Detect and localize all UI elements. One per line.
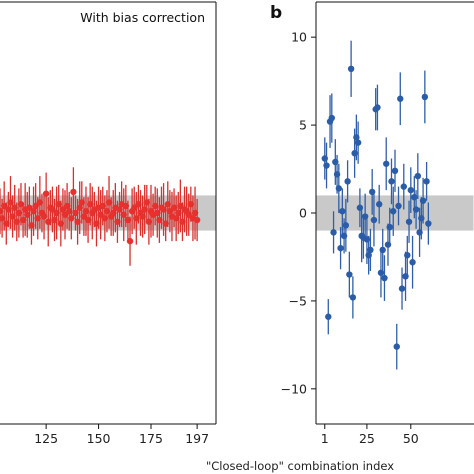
panel-b-y-tick-label: −5	[289, 293, 307, 308]
panel-b-point	[386, 223, 393, 231]
panel-b-point	[381, 274, 388, 282]
panel-b-point	[409, 259, 416, 266]
panel-a-point	[193, 216, 201, 224]
panel-b-point	[388, 178, 395, 185]
panel-b-point	[383, 160, 390, 167]
panel-b-point	[337, 244, 344, 252]
panel-b-point	[398, 285, 406, 292]
panel-b-y-tick-label: 10	[291, 30, 307, 45]
panel-b-point	[367, 246, 374, 254]
panel-b-point	[407, 186, 414, 194]
panel-b-point	[368, 188, 376, 196]
panel-b-point	[405, 218, 413, 225]
panel-b-y-tick-label: −10	[281, 381, 307, 396]
panel-b-y-tick-label: 0	[299, 206, 307, 221]
panel-a-x-tick-label: 150	[87, 431, 111, 446]
panel-b-marks	[321, 40, 432, 370]
panel-a-point	[126, 237, 134, 245]
panel-b-point	[323, 162, 330, 169]
panel-b-point	[356, 204, 364, 211]
panel-b-point	[425, 220, 432, 227]
panel-b-point	[335, 185, 343, 192]
panel-b-point	[377, 269, 385, 276]
panel-b-point	[346, 271, 353, 278]
panel-b-point	[421, 93, 429, 101]
panel-b-y-tick-label: 5	[299, 118, 307, 133]
panel-b-point	[354, 139, 362, 146]
panel-b-point	[423, 178, 430, 185]
panel-b-point	[330, 229, 337, 236]
panel-a-marks	[0, 167, 201, 266]
panel-b-point	[400, 183, 407, 190]
panel-b-point	[391, 167, 399, 174]
panel-b-point	[390, 208, 397, 215]
panel-a-point	[42, 190, 50, 197]
panel-b-point	[404, 252, 411, 259]
panel-b-point	[397, 95, 404, 102]
panel-a: 125 150 175 197 With bias correction	[0, 1, 217, 446]
panel-a-x-tick-label: 197	[185, 431, 209, 446]
shared-x-axis-label: "Closed-loop" combination index	[206, 459, 394, 473]
panel-b-point	[328, 114, 335, 122]
panel-b-point	[393, 343, 400, 350]
panel-b-point	[339, 208, 346, 215]
panel-b-x-tick-label: 50	[403, 431, 419, 446]
panel-b-x-tick-label: 25	[359, 431, 375, 446]
panel-b-point	[402, 273, 409, 280]
panel-b-point	[414, 172, 422, 180]
panel-b-point	[370, 216, 378, 224]
panel-b-point	[347, 65, 355, 73]
panel-a-point	[40, 213, 48, 220]
panel-b-point	[325, 313, 332, 320]
panel-a-point	[70, 188, 77, 196]
panel-b-point	[412, 206, 420, 213]
panel-b-point	[376, 201, 383, 208]
panel-b-point	[419, 197, 427, 204]
panel-b-point	[374, 104, 381, 111]
panel-b-point	[344, 178, 351, 185]
panel-b-point	[395, 202, 402, 210]
panel-a-annotation: With bias correction	[80, 10, 205, 25]
panel-b-x-tick-label: 1	[321, 431, 329, 446]
panel-a-x-tick-label: 175	[139, 431, 163, 446]
panel-a-x-ticks: 125 150 175 197	[34, 424, 209, 446]
panel-b-point	[349, 294, 357, 301]
panel-b-point	[342, 222, 350, 229]
panel-a-x-tick-label: 125	[34, 431, 58, 446]
panel-b-point	[379, 246, 386, 254]
panel-a-point	[68, 215, 75, 222]
panel-b-letter: b	[270, 3, 282, 23]
